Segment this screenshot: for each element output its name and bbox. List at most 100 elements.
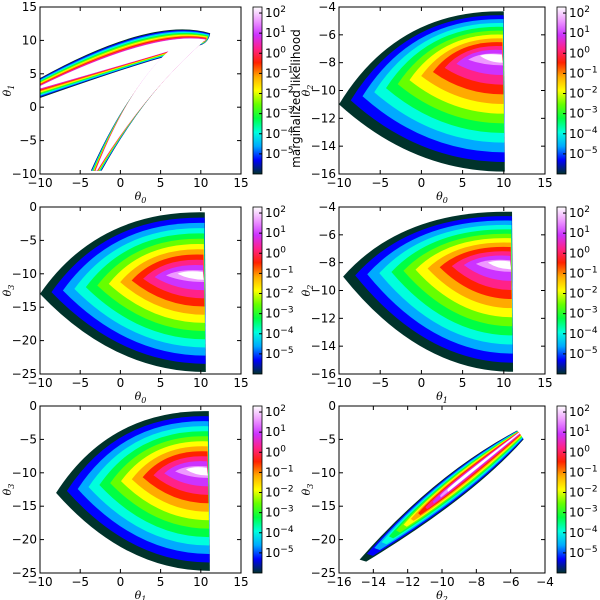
colorbar-tick-label: 102 [569, 5, 590, 20]
y-tick-label: −12 [311, 111, 336, 125]
axes-frame [39, 206, 242, 375]
y-tick-label: −8 [318, 56, 336, 70]
y-tick-label: −10 [311, 466, 336, 480]
x-tick-label: −5 [371, 176, 389, 190]
x-tick-label: −12 [395, 575, 420, 589]
colorbar-tick-label: 10−4 [265, 525, 294, 540]
x-tick-label: −6 [502, 575, 520, 589]
x-axis-label: θ0 [436, 190, 448, 205]
colorbar-tick-label: 10−5 [569, 146, 598, 161]
x-tick-label: 5 [459, 176, 467, 190]
heatmap-layer [56, 411, 210, 571]
y-tick-label: −10 [12, 167, 37, 181]
x-tick-label: 5 [157, 176, 165, 190]
colorbar: 102 101 100 10−1 10−2 10−3 10−4 10−5marginalize… [252, 5, 303, 175]
x-tick-label: 10 [496, 176, 511, 190]
colorbar-tick-label: 101 [569, 25, 590, 40]
heatmap-layer [339, 11, 505, 172]
y-tick-label: −25 [12, 367, 37, 381]
colorbar-tick-label: 102 [569, 404, 590, 419]
likelihood-contour-12 [479, 54, 503, 63]
y-tick-label: 0 [29, 200, 37, 214]
colorbar-tick-label: 100 [265, 444, 286, 459]
y-axis-label: θ3 [1, 484, 16, 496]
x-tick-label: 15 [233, 376, 248, 390]
x-tick-label: −5 [71, 575, 89, 589]
colorbar-tick-label: 101 [265, 225, 286, 240]
y-tick-label: 10 [22, 33, 37, 47]
y-axis-label: θ2 [300, 285, 315, 297]
y-tick-label: −10 [311, 284, 336, 298]
x-tick-label: 5 [459, 376, 467, 390]
axes-frame [39, 6, 242, 175]
colorbar-tick-label: 102 [265, 5, 286, 20]
colorbar-tick-label: 101 [569, 225, 590, 240]
y-tick-label: −4 [318, 200, 336, 214]
heatmap-layer [343, 211, 514, 372]
y-tick-label: −10 [12, 267, 37, 281]
likelihood-contour-12 [447, 432, 520, 492]
heatmap-layer [40, 29, 211, 171]
likelihood-contour-12 [177, 271, 204, 280]
panel-theta2-theta3: −16 −14 −12 −10 −8 −6 −4 −25 −20 −15 −10 −5 0 θ2 θ3 102… [300, 399, 598, 600]
y-tick-label: −8 [318, 256, 336, 270]
colorbar-tick-label: 102 [265, 205, 286, 220]
x-tick-label: 5 [157, 575, 165, 589]
y-tick-label: 5 [29, 67, 37, 81]
likelihood-contour-12 [487, 260, 512, 270]
x-tick-label: 15 [233, 575, 248, 589]
likelihood-contour-12 [40, 38, 206, 171]
y-tick-label: −20 [12, 533, 37, 547]
colorbar-gradient [556, 405, 567, 574]
colorbar-tick-label: 10−5 [265, 146, 294, 161]
y-tick-label: 0 [29, 100, 37, 114]
x-tick-label: 5 [157, 376, 165, 390]
colorbar-tick-label: 10−3 [265, 306, 294, 321]
colorbar-gradient [252, 405, 263, 574]
colorbar-tick-label: 102 [265, 404, 286, 419]
colorbar-tick-label: 101 [265, 25, 286, 40]
x-tick-label: −8 [467, 575, 485, 589]
y-tick-label: −15 [12, 300, 37, 314]
colorbar-tick-label: 100 [265, 45, 286, 60]
colorbar: 102 101 100 10−1 10−2 10−3 10−4 10−5 [252, 404, 294, 574]
colorbar-tick-label: 10−3 [569, 106, 598, 121]
y-tick-label: −15 [311, 499, 336, 513]
x-tick-label: −5 [71, 376, 89, 390]
colorbar-gradient [252, 6, 263, 175]
colorbar-tick-label: 10−1 [569, 464, 598, 479]
x-tick-label: 10 [193, 575, 208, 589]
panel-theta0-theta1: −10 −5 0 5 10 15−10−5051015θ0θ110210110010−11… [1, 0, 303, 205]
x-tick-label: 0 [117, 176, 125, 190]
y-tick-label: −16 [311, 167, 336, 181]
colorbar-title: marginalized likelihood [289, 29, 303, 168]
heatmap-layer [40, 212, 206, 372]
colorbar-tick-label: 10−3 [569, 505, 598, 520]
colorbar-tick-label: 101 [265, 424, 286, 439]
y-tick-label: −14 [311, 139, 336, 153]
colorbar-tick-label: 10−5 [265, 545, 294, 560]
colorbar-tick-label: 10−1 [265, 65, 294, 80]
colorbar-tick-label: 10−5 [569, 545, 598, 560]
y-tick-label: −20 [12, 334, 37, 348]
colorbar-tick-label: 100 [569, 444, 590, 459]
x-tick-label: −10 [27, 575, 52, 589]
x-tick-label: −10 [27, 376, 52, 390]
x-tick-label: −10 [429, 575, 454, 589]
colorbar: 102 101 100 10−1 10−2 10−3 10−4 10−5 [556, 404, 598, 574]
x-tick-label: 15 [233, 176, 248, 190]
y-tick-label: 15 [22, 0, 37, 14]
x-tick-label: 0 [117, 575, 125, 589]
y-tick-label: −6 [318, 28, 336, 42]
x-tick-label: −10 [326, 176, 351, 190]
y-tick-label: −4 [318, 0, 336, 14]
colorbar: 102 101 100 10−1 10−2 10−3 10−4 10−5 [252, 205, 294, 375]
y-tick-label: −10 [12, 466, 37, 480]
colorbar-tick-label: 100 [569, 45, 590, 60]
colorbar-tick-label: 10−5 [569, 346, 598, 361]
x-tick-label: 0 [418, 176, 426, 190]
y-tick-label: −12 [311, 311, 336, 325]
panel-theta1-theta3: −10 −5 0 5 10 15−25−20−15−10−50θ1θ31021011001… [1, 399, 294, 600]
colorbar-tick-label: 10−4 [265, 326, 294, 341]
y-tick-label: −10 [311, 84, 336, 98]
